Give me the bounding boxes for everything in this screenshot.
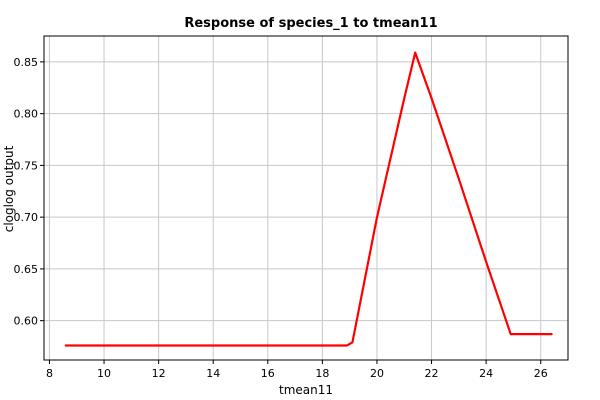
- y-tick-label: 0.70: [14, 211, 39, 224]
- x-tick-label: 12: [152, 367, 166, 380]
- x-tick-label: 16: [261, 367, 275, 380]
- y-tick-label: 0.80: [14, 108, 39, 121]
- plot-frame: [43, 35, 569, 361]
- x-tick-label: 20: [370, 367, 384, 380]
- y-tick-label: 0.75: [14, 159, 39, 172]
- response-curve-line: [64, 51, 553, 347]
- y-tick-label: 0.85: [14, 56, 39, 69]
- y-tick-label: 0.65: [14, 263, 39, 276]
- x-axis-label: tmean11: [279, 383, 333, 397]
- x-tick-label: 8: [46, 367, 53, 380]
- grid-lines: [44, 36, 568, 360]
- x-tick-label: 26: [534, 367, 548, 380]
- y-tick-label: 0.60: [14, 315, 39, 328]
- x-tick-label: 14: [206, 367, 220, 380]
- x-tick-label: 18: [315, 367, 329, 380]
- y-axis-label: cloglog output: [2, 145, 16, 232]
- chart-title: Response of species_1 to tmean11: [184, 16, 437, 31]
- series-layer: [64, 51, 553, 347]
- x-tick-label: 10: [97, 367, 111, 380]
- x-tick-label: 22: [425, 367, 439, 380]
- x-tick-label: 24: [479, 367, 493, 380]
- axis-ticks: 8 10 12 14 16 18 20 22 24 26 0.60 0.65 0.70 0.75 0.80 0…: [14, 56, 548, 380]
